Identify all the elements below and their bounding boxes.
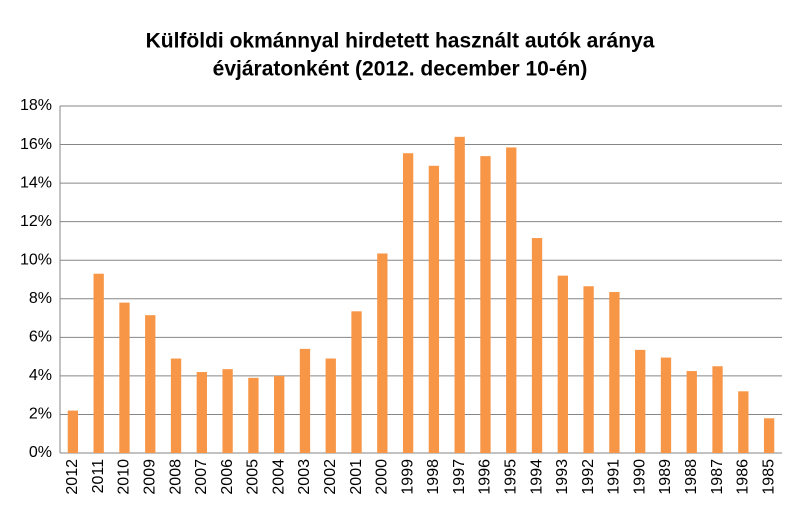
bar [609, 292, 620, 453]
bar [170, 358, 182, 453]
chart-title: évjáratonként (2012. december 10-én) [213, 58, 588, 81]
y-tick-label: 14% [20, 174, 52, 191]
x-tick-label: 2004 [270, 459, 287, 495]
x-tick-label: 1985 [760, 459, 777, 495]
bar [377, 253, 388, 453]
y-tick-label: 2% [29, 406, 52, 423]
x-tick-label: 1999 [399, 459, 416, 495]
chart-title: Külföldi okmánnyal hirdetett használt au… [146, 30, 655, 53]
bar [557, 275, 568, 453]
bar [686, 371, 697, 453]
bar [145, 315, 156, 453]
bar [738, 391, 749, 453]
x-tick-label: 1993 [554, 459, 571, 495]
y-tick-label: 16% [20, 136, 52, 153]
bar [93, 273, 104, 453]
y-tick-label: 6% [29, 329, 52, 346]
x-tick-label: 1988 [683, 459, 700, 495]
bar [583, 286, 594, 453]
bar [506, 147, 517, 454]
bar [480, 156, 491, 453]
x-tick-label: 2003 [296, 459, 313, 495]
y-tick-label: 18% [20, 97, 52, 114]
x-tick-label: 2002 [322, 459, 339, 495]
x-tick-label: 1989 [657, 459, 674, 495]
x-tick-label: 1992 [580, 459, 597, 495]
x-tick-label: 1997 [451, 459, 468, 495]
x-tick-label: 2001 [348, 459, 365, 495]
bar [119, 302, 130, 453]
bar [196, 372, 207, 453]
x-tick-label: 1998 [425, 459, 442, 495]
bar [248, 377, 259, 453]
bar [531, 238, 543, 453]
bar [763, 418, 775, 453]
x-tick-label: 1996 [477, 459, 494, 495]
bar [635, 349, 646, 453]
bar [325, 358, 336, 453]
x-tick-label: 2012 [64, 459, 81, 495]
bar [660, 357, 672, 453]
x-tick-label: 1995 [502, 459, 519, 495]
y-tick-label: 8% [29, 290, 52, 307]
bar [299, 348, 311, 453]
x-tick-label: 1987 [709, 459, 726, 495]
x-tick-label: 2011 [90, 459, 107, 494]
bar [428, 165, 440, 453]
bar [454, 136, 465, 453]
y-tick-label: 4% [29, 367, 52, 384]
x-tick-label: 1991 [606, 459, 623, 495]
x-tick-label: 1986 [735, 459, 752, 495]
x-tick-label: 2008 [167, 459, 184, 495]
x-tick-label: 2009 [141, 459, 158, 495]
bar [274, 375, 285, 453]
bar [351, 311, 362, 453]
x-tick-label: 2006 [219, 459, 236, 495]
bar [67, 410, 79, 453]
x-tick-label: 2005 [245, 459, 262, 495]
bar [712, 366, 723, 453]
x-tick-label: 1994 [528, 459, 545, 495]
bar [402, 153, 414, 453]
x-tick-label: 1990 [631, 459, 648, 495]
bar [222, 369, 233, 453]
x-tick-label: 2000 [374, 459, 391, 495]
x-tick-label: 2010 [116, 459, 133, 495]
y-tick-label: 10% [20, 251, 52, 268]
x-tick-label: 2007 [193, 459, 210, 495]
y-tick-label: 0% [29, 444, 52, 461]
y-tick-label: 12% [20, 213, 52, 230]
